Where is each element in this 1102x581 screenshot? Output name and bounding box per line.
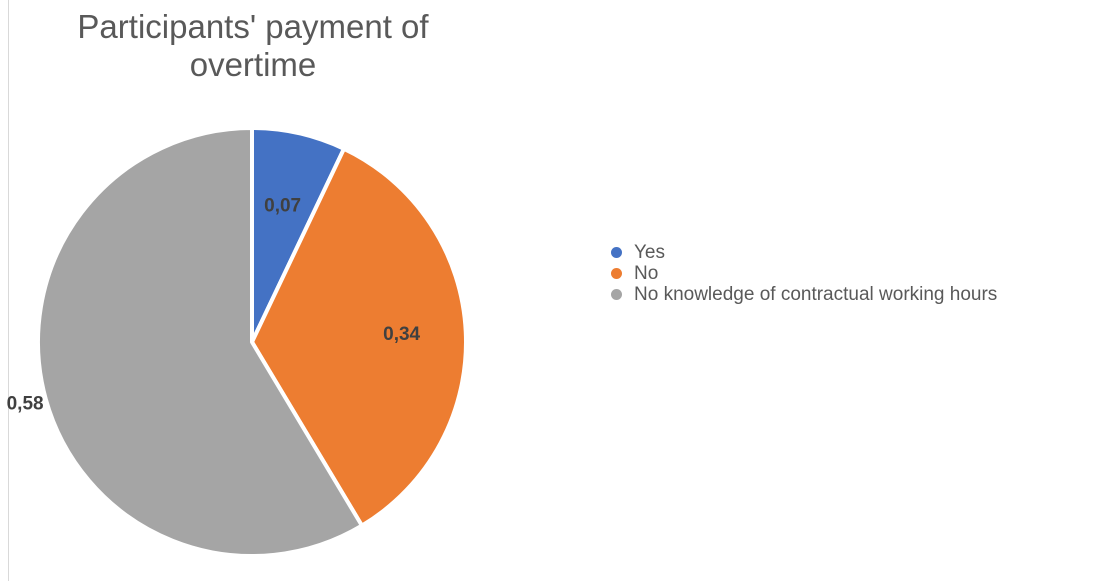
data-label-yes: 0,07 (264, 195, 301, 216)
chart-area-border (8, 0, 9, 581)
data-label-no: 0,34 (383, 324, 420, 345)
legend-marker-no-knowledge (611, 289, 622, 300)
legend: Yes No No knowledge of contractual worki… (611, 242, 997, 305)
chart-title: Participants' payment of overtime (77, 8, 429, 83)
data-label-no-knowledge: 0,58 (7, 394, 44, 415)
pie-slice-no-knowledge[interactable] (36, 126, 364, 558)
legend-label-no: No (634, 262, 659, 284)
legend-marker-no (611, 268, 622, 279)
legend-marker-yes (611, 247, 622, 258)
legend-item-no[interactable]: No (611, 263, 997, 284)
legend-label-yes: Yes (634, 241, 665, 263)
legend-label-no-knowledge: No knowledge of contractual working hour… (634, 283, 998, 305)
legend-item-yes[interactable]: Yes (611, 242, 997, 263)
pie-slice-no[interactable] (250, 146, 468, 528)
legend-item-no-knowledge[interactable]: No knowledge of contractual working hour… (611, 284, 997, 305)
